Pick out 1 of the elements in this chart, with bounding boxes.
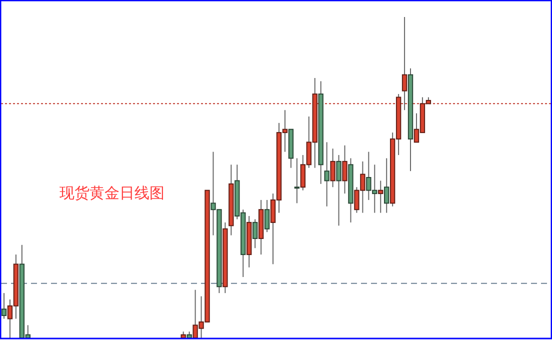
text: 现货黄金日线图: [60, 184, 164, 202]
